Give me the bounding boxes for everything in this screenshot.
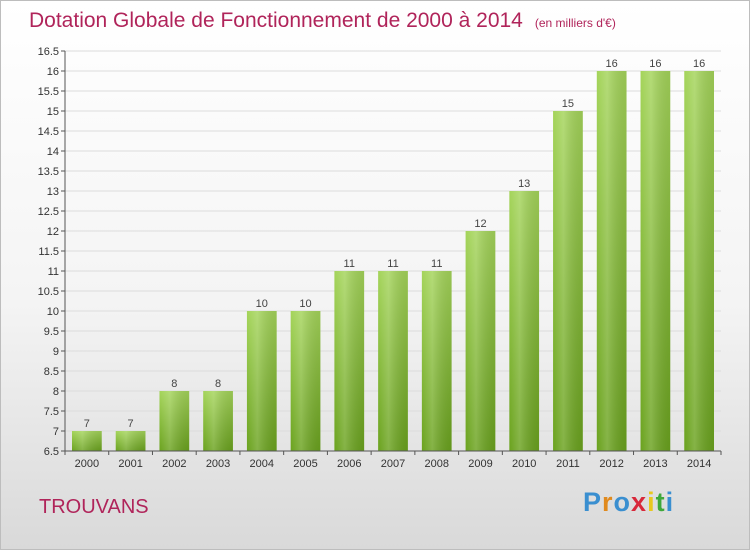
y-tick-label: 8.5: [44, 366, 59, 378]
bar-value-label: 16: [693, 58, 705, 70]
y-tick-label: 10.5: [38, 286, 59, 298]
bar-value-label: 10: [299, 298, 311, 310]
bar-shine: [159, 391, 190, 451]
bar-shine: [115, 431, 146, 451]
y-tick-label: 13.5: [38, 166, 59, 178]
commune-name: TROUVANS: [39, 496, 149, 518]
y-tick-label: 12: [47, 226, 59, 238]
bar-shine: [596, 71, 627, 451]
bar-value-label: 8: [215, 378, 221, 390]
bar-value-label: 10: [256, 298, 268, 310]
y-tick-label: 16.5: [38, 46, 59, 58]
bar-shine: [290, 311, 321, 451]
bar-shine: [465, 231, 496, 451]
y-tick-label: 9.5: [44, 326, 59, 338]
logo-letter: P: [583, 487, 603, 517]
y-tick-label: 6.5: [44, 446, 59, 458]
x-tick-label: 2001: [118, 458, 142, 470]
x-tick-label: 2014: [687, 458, 711, 470]
logo-letter: i: [647, 487, 656, 517]
x-tick-label: 2009: [468, 458, 492, 470]
y-tick-label: 10: [47, 306, 59, 318]
x-tick-label: 2003: [206, 458, 230, 470]
bar-value-label: 13: [518, 178, 530, 190]
bar-value-label: 8: [171, 378, 177, 390]
y-tick-label: 11.5: [38, 246, 59, 258]
x-tick-label: 2005: [293, 458, 317, 470]
y-tick-label: 12.5: [38, 206, 59, 218]
x-tick-label: 2011: [556, 458, 580, 470]
x-tick-label: 2008: [424, 458, 448, 470]
bar-shine: [509, 191, 540, 451]
x-tick-label: 2013: [643, 458, 667, 470]
bar-value-label: 16: [649, 58, 661, 70]
logo-letter: i: [665, 487, 675, 517]
bar-value-label: 7: [84, 418, 90, 430]
y-tick-label: 15.5: [38, 86, 59, 98]
y-tick-label: 9: [53, 346, 59, 358]
logo-letter: o: [613, 487, 632, 517]
y-tick-label: 14.5: [38, 126, 59, 138]
y-tick-label: 16: [47, 66, 59, 78]
bar-shine: [421, 271, 452, 451]
logo-letter: r: [602, 487, 614, 517]
chart-subtitle: (en milliers d'€): [534, 16, 616, 30]
logo-letter: t: [655, 487, 666, 517]
bar-shine: [334, 271, 365, 451]
bar-value-label: 12: [474, 218, 486, 230]
bar-value-label: 7: [128, 418, 134, 430]
logo-letter: x: [631, 487, 648, 517]
y-tick-label: 8: [53, 386, 59, 398]
y-tick-label: 7.5: [44, 406, 59, 418]
bar-value-label: 16: [606, 58, 618, 70]
y-tick-label: 7: [53, 426, 59, 438]
x-tick-label: 2007: [381, 458, 405, 470]
y-axis: 6.5 7 7.5 8 8.5 9 9.5 10 10.5 11 11.5 12 12.5 13 13.5 1…: [38, 46, 66, 458]
x-tick-label: 2002: [162, 458, 186, 470]
x-tick-label: 2006: [337, 458, 361, 470]
bar-value-label: 11: [387, 258, 398, 270]
bars-group: 7 7 8 8 10 10 11 11 11 12 13 15 16 16 16: [71, 58, 715, 451]
bar-shine: [640, 71, 671, 451]
chart-title: Dotation Globale de Fonctionnement de 20…: [29, 9, 616, 32]
x-tick-label: 2012: [599, 458, 623, 470]
bar-shine: [378, 271, 408, 451]
y-tick-label: 15: [47, 106, 59, 118]
bar-value-label: 11: [431, 258, 442, 270]
bar-shine: [684, 71, 715, 451]
y-tick-label: 13: [47, 186, 59, 198]
bar-shine: [246, 311, 277, 451]
x-tick-label: 2000: [75, 458, 99, 470]
x-tick-label: 2010: [512, 458, 536, 470]
x-axis: 2000 2001 2002 2003 2004 2005 2006 2007 2008 2009…: [64, 450, 722, 470]
y-tick-label: 11: [48, 266, 59, 278]
proxiti-logo: Proxiti: [583, 487, 674, 518]
y-tick-label: 14: [47, 146, 59, 158]
x-tick-label: 2004: [250, 458, 274, 470]
bar-shine: [71, 431, 102, 451]
bar-shine: [203, 391, 233, 451]
bar-shine: [553, 111, 583, 451]
bar-value-label: 15: [562, 98, 574, 110]
bar-value-label: 11: [344, 258, 355, 270]
